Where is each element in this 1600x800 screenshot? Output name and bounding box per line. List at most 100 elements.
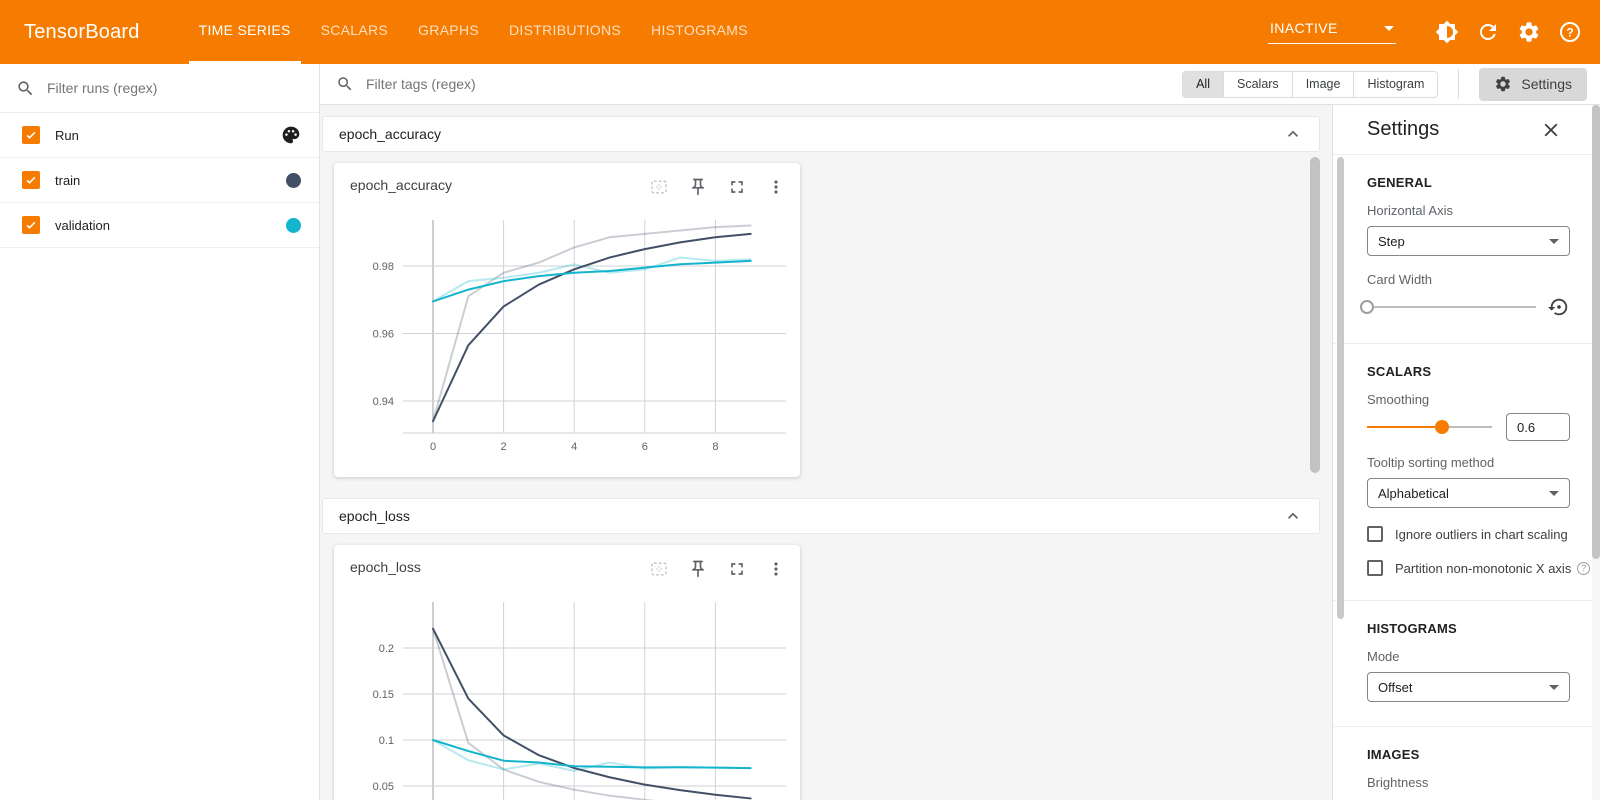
help-icon[interactable]: ? (1577, 561, 1591, 575)
settings-toggle-button[interactable]: Settings (1479, 67, 1587, 101)
partition-x-axis-checkbox[interactable] (1367, 560, 1383, 576)
filter-image[interactable]: Image (1291, 71, 1354, 97)
filter-all[interactable]: All (1183, 71, 1223, 97)
gear-icon[interactable] (1517, 20, 1541, 44)
smoothing-slider[interactable] (1367, 420, 1492, 434)
fit-domain-icon[interactable] (649, 559, 669, 579)
histogram-mode-value: Offset (1378, 679, 1413, 695)
search-icon (336, 75, 354, 93)
pin-icon[interactable] (688, 177, 708, 197)
partition-x-axis-row: Partition non-monotonic X axis ? (1367, 560, 1591, 576)
svg-text:0.96: 0.96 (373, 328, 394, 340)
svg-text:0.94: 0.94 (373, 396, 394, 408)
toolbar-divider (1458, 69, 1460, 99)
ignore-outliers-checkbox[interactable] (1367, 526, 1383, 542)
partition-x-axis-label: Partition non-monotonic X axis (1395, 560, 1572, 576)
settings-section-general: GENERAL Horizontal Axis Step Card Width (1333, 155, 1592, 344)
svg-text:0.98: 0.98 (373, 261, 394, 273)
header-controls: INACTIVE ? (1268, 20, 1582, 44)
refresh-icon[interactable] (1476, 20, 1500, 44)
chevron-down-icon (1549, 490, 1559, 496)
chart-card-epoch-accuracy: epoch_accuracy (334, 163, 800, 477)
run-row-train[interactable]: train (0, 158, 319, 203)
tab-histograms[interactable]: HISTOGRAMS (651, 22, 748, 38)
settings-panel: Settings GENERAL Horizontal Axis Step Ca… (1332, 105, 1592, 800)
run-checkbox-validation[interactable] (22, 216, 40, 234)
svg-text:0.15: 0.15 (373, 689, 394, 701)
section-heading: SCALARS (1367, 364, 1432, 379)
slider-thumb[interactable] (1360, 300, 1374, 314)
section-heading: GENERAL (1367, 175, 1432, 190)
run-checkbox-train[interactable] (22, 171, 40, 189)
search-icon (18, 80, 33, 95)
brightness-label: Brightness (1367, 775, 1429, 790)
svg-text:0: 0 (430, 441, 436, 453)
runs-sidebar: Run train validation (0, 64, 320, 800)
svg-text:6: 6 (642, 441, 648, 453)
histogram-mode-label: Mode (1367, 649, 1400, 664)
section-heading: HISTOGRAMS (1367, 621, 1457, 636)
section-title: epoch_accuracy (339, 126, 441, 142)
help-icon[interactable]: ? (1558, 20, 1582, 44)
filter-scalars[interactable]: Scalars (1223, 71, 1292, 97)
tab-scalars[interactable]: SCALARS (320, 22, 389, 38)
tab-graphs[interactable]: GRAPHS (418, 22, 479, 38)
chart-card-title: epoch_accuracy (350, 177, 452, 193)
card-width-slider[interactable] (1360, 300, 1536, 314)
fit-domain-icon[interactable] (649, 177, 669, 197)
tooltip-sorting-select[interactable]: Alphabetical (1367, 478, 1570, 508)
section-header-epoch-loss[interactable]: epoch_loss (322, 498, 1320, 534)
run-label-train: train (55, 172, 81, 188)
filter-histogram[interactable]: Histogram (1353, 71, 1438, 97)
settings-scrollbar-thumb[interactable] (1337, 157, 1344, 619)
runs-filter-input[interactable] (47, 80, 287, 96)
reload-status-select[interactable]: INACTIVE (1268, 20, 1396, 44)
histogram-mode-select[interactable]: Offset (1367, 672, 1570, 702)
chevron-down-icon (1549, 238, 1559, 244)
fullscreen-icon[interactable] (727, 177, 747, 197)
tab-time-series[interactable]: TIME SERIES (188, 0, 301, 64)
window-scrollbar[interactable] (1592, 105, 1600, 800)
more-options-icon[interactable] (766, 559, 786, 579)
smoothing-value-input[interactable] (1506, 413, 1570, 441)
collapse-chevron-icon[interactable] (1283, 506, 1303, 526)
top-nav: TIME SERIES SCALARS GRAPHS DISTRIBUTIONS… (184, 0, 763, 64)
section-header-epoch-accuracy[interactable]: epoch_accuracy (322, 116, 1320, 152)
settings-panel-title: Settings (1367, 118, 1440, 140)
tab-distributions[interactable]: DISTRIBUTIONS (509, 22, 622, 38)
chevron-down-icon (1384, 25, 1394, 31)
run-row-validation[interactable]: validation (0, 203, 319, 248)
reload-status-value: INACTIVE (1270, 20, 1338, 36)
chart-card-title: epoch_loss (350, 559, 421, 575)
settings-section-scalars: SCALARS Smoothing Tooltip sorting method… (1333, 344, 1592, 601)
epoch-accuracy-line-chart[interactable]: 0 2 4 6 8 0.94 0.96 0.98 (334, 205, 800, 461)
palette-icon[interactable] (281, 125, 301, 145)
cards-area: epoch_accuracy epoch_accuracy (320, 105, 1332, 800)
ignore-outliers-label: Ignore outliers in chart scaling (1395, 526, 1568, 542)
window-scrollbar-thumb[interactable] (1592, 105, 1600, 559)
pin-icon[interactable] (688, 559, 708, 579)
collapse-chevron-icon[interactable] (1283, 124, 1303, 144)
run-group-checkbox[interactable] (22, 126, 40, 144)
fullscreen-icon[interactable] (727, 559, 747, 579)
run-group-row[interactable]: Run (0, 113, 319, 158)
more-options-icon[interactable] (766, 177, 786, 197)
run-color-dot-validation[interactable] (286, 217, 301, 233)
theme-toggle-icon[interactable] (1435, 20, 1459, 44)
svg-text:2: 2 (501, 441, 507, 453)
svg-text:0.1: 0.1 (379, 735, 394, 747)
slider-thumb[interactable] (1435, 420, 1449, 434)
gear-icon (1496, 76, 1511, 92)
app-header: TensorBoard TIME SERIES SCALARS GRAPHS D… (0, 0, 1600, 64)
main-scrollbar-thumb[interactable] (1310, 157, 1320, 473)
close-icon[interactable] (1540, 119, 1562, 141)
run-label-validation: validation (55, 217, 110, 233)
tooltip-sorting-value: Alphabetical (1378, 485, 1449, 501)
chevron-down-icon (1549, 684, 1559, 690)
reset-icon[interactable] (1548, 296, 1570, 318)
runs-filter-row (0, 64, 319, 113)
horizontal-axis-select[interactable]: Step (1367, 226, 1570, 256)
tags-filter-input[interactable] (366, 76, 666, 92)
run-color-dot-train[interactable] (286, 172, 301, 188)
